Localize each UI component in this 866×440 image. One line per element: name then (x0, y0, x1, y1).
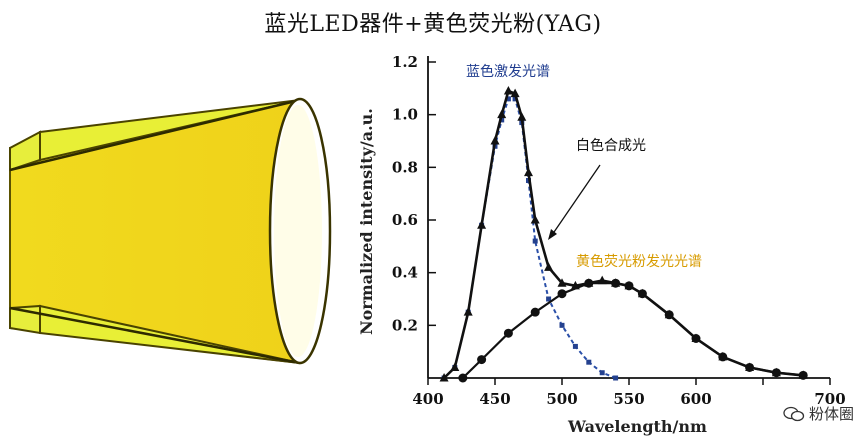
y-tick-label: 0.4 (392, 264, 418, 282)
data-point (532, 238, 538, 244)
data-point (597, 275, 607, 285)
data-point (524, 167, 533, 177)
data-point (530, 307, 540, 317)
data-point (517, 112, 527, 121)
data-point (490, 136, 500, 145)
annotation-yellow-spectrum: 黄色荧光粉发光光谱 (576, 253, 702, 270)
figure-title: 蓝光LED器件+黄色荧光粉(YAG) (264, 12, 602, 37)
annotation-blue-spectrum: 蓝色激发光谱 (466, 63, 550, 80)
data-point (570, 280, 580, 290)
arrow-white-light (548, 164, 601, 240)
watermark: 粉体圈 (783, 403, 854, 424)
wechat-icon (783, 406, 805, 422)
data-point (559, 322, 565, 328)
data-point (624, 280, 634, 290)
data-point (505, 96, 511, 102)
data-point (798, 370, 808, 379)
data-point (439, 373, 449, 382)
x-tick-label: 550 (613, 390, 644, 408)
x-tick-label: 600 (680, 390, 711, 408)
data-point (611, 278, 621, 287)
chart-frame (427, 56, 830, 379)
data-point (664, 309, 674, 319)
data-point (557, 278, 567, 287)
x-tick-label: 450 (479, 390, 510, 408)
data-point (637, 288, 647, 298)
data-point (546, 296, 552, 302)
watermark-text: 粉体圈 (808, 405, 854, 423)
data-point (599, 370, 605, 376)
y-tick-label: 0.6 (392, 211, 418, 229)
data-point (718, 351, 728, 361)
data-point (557, 289, 567, 299)
data-point (745, 362, 755, 371)
series-line (443, 97, 616, 379)
y-tick-label: 0.8 (392, 158, 418, 176)
series-layer (439, 85, 808, 383)
x-axis-ticks: 400 450 500 550 600 700 (412, 378, 846, 408)
data-point (497, 109, 507, 119)
data-point (477, 220, 487, 229)
annotation-white-light: 白色合成光 (576, 137, 646, 154)
data-point (510, 88, 520, 98)
data-point (503, 328, 513, 338)
y-axis-title: Normalized intensity/a.u. (357, 108, 376, 335)
data-point (586, 359, 592, 365)
data-point (691, 333, 701, 342)
data-point (512, 96, 518, 102)
x-tick-label: 400 (412, 390, 443, 408)
y-axis-ticks: 0.2 0.4 0.6 0.8 1.0 1.2 (392, 53, 436, 334)
data-point (771, 367, 781, 377)
y-tick-label: 1.2 (392, 53, 418, 71)
x-tick-label: 700 (814, 390, 845, 408)
data-point (450, 362, 460, 371)
data-point (613, 375, 619, 381)
data-point (477, 355, 487, 365)
data-point (463, 307, 473, 316)
series-1 (458, 278, 808, 383)
series-line (443, 89, 804, 379)
x-axis-title: Wavelength/nm (567, 417, 707, 436)
series-2 (439, 85, 808, 382)
data-point (572, 343, 578, 349)
led-device-illustration (9, 97, 332, 365)
data-point (584, 278, 594, 287)
data-point (544, 262, 554, 271)
y-tick-label: 0.2 (392, 316, 418, 334)
x-tick-label: 500 (546, 390, 577, 408)
data-point (503, 85, 513, 95)
data-point (458, 373, 468, 383)
data-point (530, 215, 540, 224)
y-tick-label: 1.0 (392, 106, 418, 124)
